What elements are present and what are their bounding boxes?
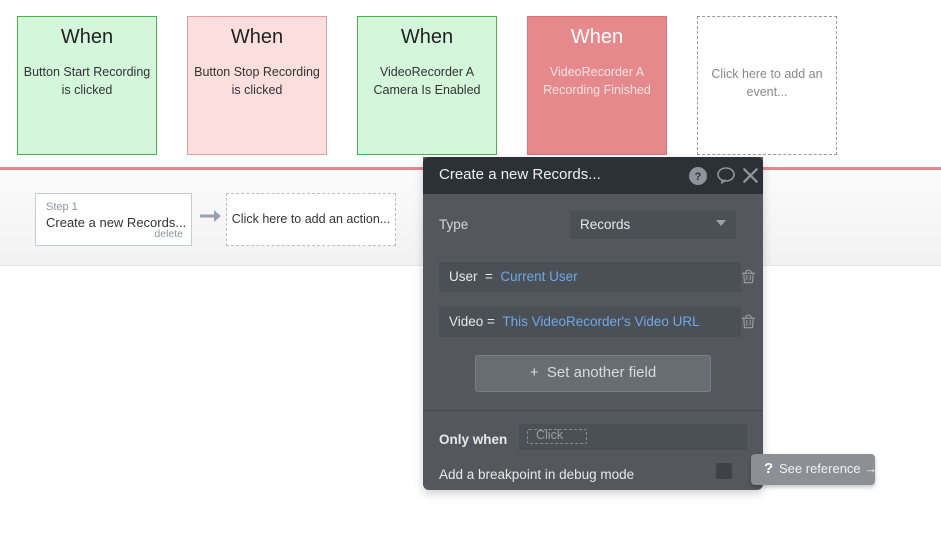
svg-text:?: ? [695,171,702,183]
